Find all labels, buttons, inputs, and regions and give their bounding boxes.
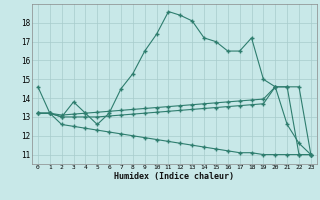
X-axis label: Humidex (Indice chaleur): Humidex (Indice chaleur) — [115, 172, 234, 181]
